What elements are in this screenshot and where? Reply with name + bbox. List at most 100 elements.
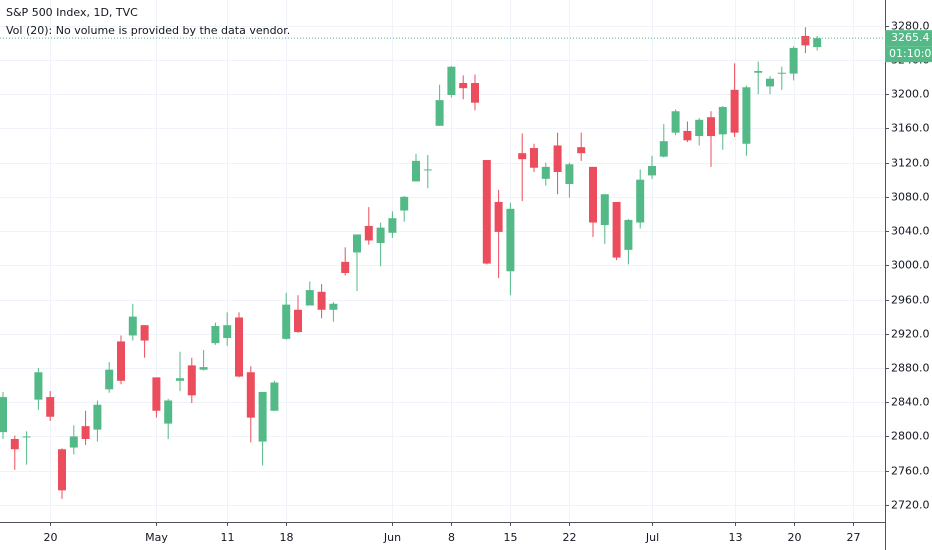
candle-body <box>117 341 125 381</box>
x-tick-label: 27 <box>847 531 861 544</box>
candle-body <box>223 325 232 339</box>
candle-body <box>199 367 208 370</box>
x-tick-label: 20 <box>788 531 802 544</box>
candle-body <box>211 326 220 344</box>
y-tick-label: 2840.0 <box>891 396 930 409</box>
y-tick-label: 3200.0 <box>891 88 930 101</box>
candle-body <box>412 160 420 182</box>
y-tick-label: 3000.0 <box>891 259 930 272</box>
chart-subtitle: Vol (20): No volume is provided by the d… <box>6 24 290 37</box>
y-tick-label: 3160.0 <box>891 122 930 135</box>
y-tick-label: 3080.0 <box>891 191 930 204</box>
x-tick-label: 20 <box>44 531 58 544</box>
candle-body <box>317 291 326 310</box>
candle-body <box>187 365 196 396</box>
y-tick-label: 2720.0 <box>891 499 930 512</box>
candle-body <box>105 369 114 390</box>
candle-body <box>589 166 597 223</box>
candle-body <box>10 438 19 450</box>
x-tick-label: 22 <box>563 531 577 544</box>
candle-body <box>518 153 527 160</box>
y-tick-label: 3040.0 <box>891 225 930 238</box>
candle-body <box>813 38 822 48</box>
candle-body <box>388 218 397 233</box>
candle-body <box>140 325 149 341</box>
candle-body <box>341 261 350 273</box>
candle-body <box>294 309 302 333</box>
candle-body <box>730 89 739 133</box>
last-price-label: 3265.4 <box>891 31 930 44</box>
x-tick-label: 8 <box>448 531 455 544</box>
candle-body <box>789 47 798 74</box>
countdown-label: 01:10:04 <box>889 47 932 60</box>
candle-body <box>246 372 255 418</box>
candle-body <box>683 130 692 141</box>
candle-body <box>707 117 715 137</box>
candle-body <box>235 317 243 377</box>
candle-body <box>624 219 633 250</box>
candle-body <box>494 201 503 232</box>
candle-body <box>600 194 609 226</box>
candle-body <box>376 227 385 244</box>
candle-body <box>270 382 279 411</box>
candle-body <box>530 148 538 168</box>
x-tick-label: Jun <box>383 531 401 544</box>
x-tick-label: 18 <box>280 531 294 544</box>
candle-body <box>176 378 184 381</box>
candle-body <box>282 304 291 339</box>
candle-body <box>459 83 468 89</box>
candle-body <box>482 160 491 264</box>
x-tick-label: 13 <box>729 531 743 544</box>
y-tick-label: 2960.0 <box>891 294 930 307</box>
candle-body <box>742 87 751 144</box>
candle-body <box>34 372 43 400</box>
x-tick-label: 15 <box>504 531 518 544</box>
x-tick-label: 11 <box>221 531 235 544</box>
candle-body <box>0 397 7 433</box>
y-tick-label: 3280.0 <box>891 20 930 33</box>
x-tick-label: Jul <box>645 531 659 544</box>
candle-body <box>435 100 444 126</box>
candle-body <box>81 426 90 439</box>
candle-body <box>541 166 550 179</box>
countdown-box <box>885 46 932 63</box>
candle-body <box>93 404 102 430</box>
candle-body <box>636 179 645 223</box>
candle-body <box>128 316 137 336</box>
candle-body <box>565 164 574 184</box>
y-tick-label: 2880.0 <box>891 362 930 375</box>
candle-body <box>258 391 267 442</box>
candle-body <box>46 397 55 417</box>
last-price-box <box>885 30 932 47</box>
y-tick-label: 2920.0 <box>891 328 930 341</box>
candle-body <box>506 208 515 272</box>
candle-body <box>766 78 774 87</box>
axes: 2720.0 2760.0 2800.0 2840.0 2880.0 2920.0 2960… <box>44 20 932 544</box>
candle-body <box>777 72 786 74</box>
candle-body <box>400 196 409 211</box>
candle-body <box>471 83 479 103</box>
candle-body <box>152 377 161 411</box>
candle-body <box>754 71 763 73</box>
candle-body <box>447 66 456 95</box>
candle-body <box>305 290 314 306</box>
y-tick-label: 2760.0 <box>891 465 930 478</box>
candle-body <box>423 169 432 171</box>
candle-body <box>612 201 621 258</box>
candle-body <box>353 234 361 253</box>
candles <box>0 27 885 499</box>
candle-body <box>671 111 680 133</box>
candle-body <box>69 436 78 448</box>
y-tick-label: 2800.0 <box>891 430 930 443</box>
candle-body <box>577 147 586 154</box>
x-tick-label: May <box>145 531 168 544</box>
candle-body <box>718 106 727 135</box>
candle-body <box>695 119 704 137</box>
candle-body <box>58 449 66 491</box>
candle-body <box>659 141 668 157</box>
candle-body <box>364 225 373 241</box>
candle-body <box>801 35 810 46</box>
